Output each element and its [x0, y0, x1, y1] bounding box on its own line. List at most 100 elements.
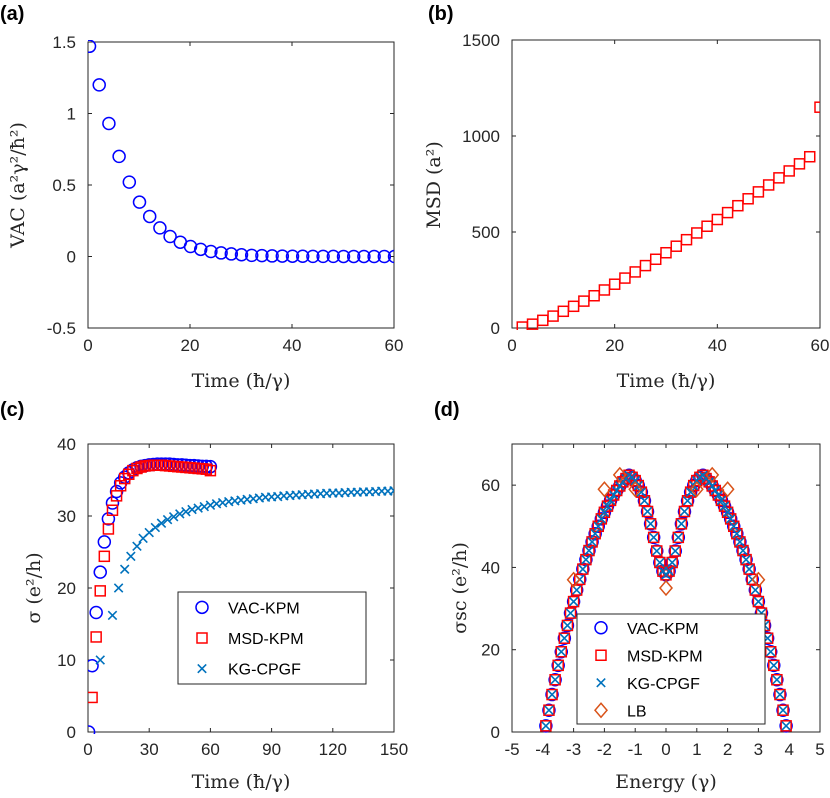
x-tick-label: -4 — [535, 740, 550, 759]
data-point — [565, 608, 576, 618]
data-point — [670, 240, 683, 252]
x-tick-label: 60 — [811, 336, 830, 355]
data-point — [703, 476, 715, 488]
data-point — [611, 485, 622, 496]
y-axis-label-d: σsc (e²/h) — [449, 542, 471, 634]
data-point — [555, 646, 568, 658]
data-point — [682, 496, 693, 506]
data-point — [193, 242, 208, 257]
data-point — [679, 506, 690, 517]
x-axis-label-d: Energy (γ) — [615, 771, 717, 793]
data-point — [549, 673, 561, 686]
data-point — [629, 266, 641, 278]
x-tick-label: 3 — [754, 740, 763, 759]
data-point — [547, 310, 559, 322]
data-point — [119, 564, 130, 575]
x-axis-ticks-b: 0 20 40 60 — [507, 40, 829, 355]
data-point — [803, 150, 816, 163]
data-point — [101, 512, 116, 526]
plot-frame-b — [511, 39, 821, 329]
legend-box — [576, 613, 766, 725]
panel-label-a: (a) — [0, 3, 24, 25]
data-point — [667, 557, 677, 568]
y-axis-label-b: MSD (a²) — [423, 141, 445, 229]
y-tick-label: 20 — [57, 579, 76, 598]
data-point — [89, 605, 103, 620]
data-point — [718, 500, 731, 512]
data-point — [98, 550, 111, 563]
data-point — [584, 545, 594, 556]
data-point — [156, 518, 167, 528]
data-point — [204, 464, 217, 477]
data-point — [738, 545, 748, 556]
data-point — [596, 514, 607, 524]
data-point — [578, 564, 588, 574]
y-axis-label-c: σ (e²/h) — [23, 552, 45, 623]
data-point — [752, 186, 765, 198]
y-tick-label: 1500 — [462, 31, 500, 50]
data-point — [783, 165, 795, 177]
data-point — [542, 703, 556, 717]
data-point — [710, 485, 721, 496]
series-lb — [566, 466, 766, 597]
data-point — [767, 658, 781, 673]
legend-entry-label: LB — [627, 703, 647, 720]
data-point — [659, 579, 673, 597]
x-tick-label: 4 — [784, 740, 793, 759]
data-point — [660, 569, 672, 581]
data-point — [181, 506, 191, 517]
x-tick-label: -1 — [628, 740, 643, 759]
data-point — [772, 674, 782, 685]
legend-marker — [596, 677, 606, 688]
data-point — [295, 249, 310, 264]
data-point — [109, 484, 124, 499]
data-point — [732, 199, 744, 212]
data-point — [175, 509, 185, 519]
x-tick-label: 20 — [181, 336, 200, 355]
x-tick-label: 60 — [385, 336, 404, 355]
data-point — [645, 519, 656, 529]
data-point — [598, 284, 611, 296]
data-point — [127, 464, 139, 477]
legend-d: VAC-KPM MSD-KPM KG-CPGF LB — [576, 613, 766, 725]
data-point — [567, 595, 580, 608]
x-axis-ticks-d: -5 -4 -3 -2 -1 0 1 2 3 4 5 — [504, 444, 825, 759]
data-point — [516, 321, 529, 330]
data-point — [765, 647, 776, 657]
data-points-b — [516, 101, 820, 330]
data-point — [672, 531, 685, 544]
data-point — [630, 475, 640, 486]
series-series — [88, 40, 394, 264]
legend-marker — [195, 600, 209, 615]
data-point — [102, 523, 115, 535]
y-tick-label: 60 — [481, 476, 500, 495]
data-point — [162, 514, 173, 525]
data-point — [597, 481, 612, 498]
data-point — [132, 541, 142, 552]
data-point — [671, 530, 686, 545]
x-axis-ticks-c: 0 30 60 90 120 150 — [83, 444, 408, 759]
data-point — [648, 532, 659, 543]
series-kg-cpgf — [95, 486, 394, 665]
data-point — [132, 195, 147, 209]
data-point — [612, 466, 627, 484]
data-point — [660, 246, 672, 259]
x-axis-label-a: Time (ħ/γ) — [192, 370, 291, 392]
data-point — [97, 535, 112, 549]
x-tick-label: 60 — [201, 740, 220, 759]
data-point — [768, 659, 780, 672]
data-point — [764, 646, 777, 658]
data-point — [105, 496, 120, 510]
data-point — [581, 554, 591, 565]
data-point — [92, 78, 106, 92]
data-point — [646, 530, 661, 545]
data-point — [636, 487, 647, 497]
x-tick-label: 0 — [507, 336, 516, 355]
data-point — [567, 300, 580, 313]
panel-c: (c) 0 30 60 90 120 150 0 10 20 30 40 VAC-KPM MSD-K… — [0, 399, 408, 793]
data-point — [568, 596, 579, 607]
data-point — [205, 500, 216, 510]
data-point — [95, 655, 106, 665]
data-point — [265, 249, 279, 263]
data-point — [774, 688, 786, 701]
